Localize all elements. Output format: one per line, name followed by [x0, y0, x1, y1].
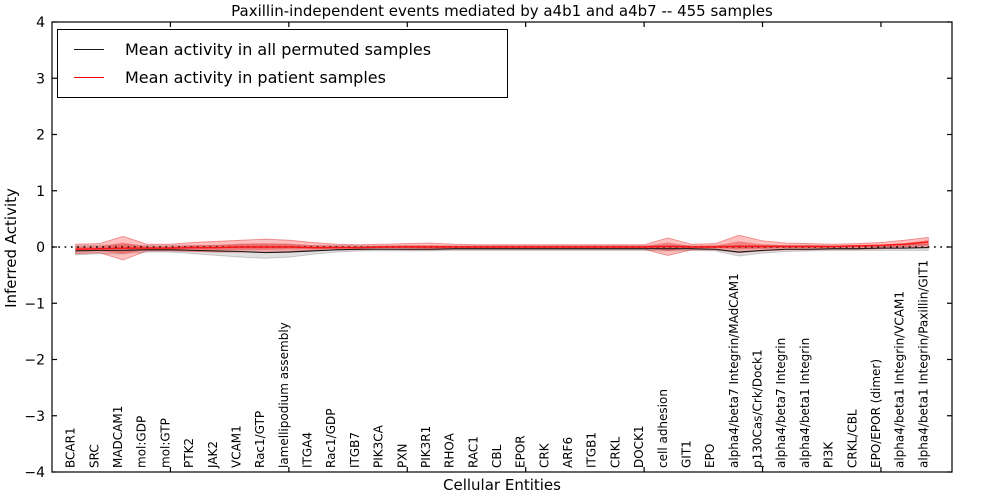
x-tick-label: alpha4/beta7 Integrin/MAdCAM1 — [727, 273, 741, 468]
y-tick-label: −1 — [24, 296, 45, 312]
x-tick-label: lamellipodium assembly — [277, 322, 291, 468]
y-tick-label: 3 — [36, 71, 45, 87]
y-tick-label: −4 — [24, 465, 45, 481]
x-tick-label: alpha4/beta1 Integrin — [798, 338, 812, 468]
patient-mean-line — [75, 241, 929, 250]
x-tick-label: GIT1 — [679, 440, 693, 468]
x-tick-label: EPO/EPOR (dimer) — [869, 359, 883, 468]
y-tick-label: 1 — [36, 184, 45, 200]
y-tick-label: 4 — [36, 15, 45, 31]
x-tick-label: PIK3CA — [372, 424, 386, 468]
x-tick-label: RHOA — [443, 432, 457, 468]
x-tick-label: EPO — [703, 444, 717, 468]
x-tick-label: CRKL/CBL — [845, 409, 859, 468]
x-tick-label: PXN — [395, 444, 409, 468]
x-tick-label: EPOR — [514, 435, 528, 468]
x-tick-label: mol:GTP — [158, 418, 172, 468]
y-tick-label: −2 — [24, 353, 45, 369]
x-tick-label: CRK — [537, 442, 551, 468]
legend-label-patient: Mean activity in patient samples — [125, 68, 386, 87]
legend-label-permuted: Mean activity in all permuted samples — [125, 40, 432, 59]
x-tick-label: Rac1/GDP — [324, 409, 338, 468]
legend-item-patient: Mean activity in patient samples — [58, 68, 507, 87]
x-axis-label: Cellular Entities — [443, 476, 561, 494]
y-tick-label: 0 — [36, 240, 45, 256]
x-tick-label: CBL — [490, 444, 504, 468]
x-tick-label: BCAR1 — [64, 427, 78, 468]
x-tick-label: PIK3R1 — [419, 426, 433, 468]
x-tick-label: mol:GDP — [135, 416, 149, 468]
x-tick-label: SRC — [87, 444, 101, 468]
x-tick-label: MADCAM1 — [111, 406, 125, 468]
chart-title: Paxillin-independent events mediated by … — [231, 2, 773, 20]
x-tick-label: ITGA4 — [301, 432, 315, 468]
y-axis-label: Inferred Activity — [2, 188, 20, 308]
legend-item-permuted: Mean activity in all permuted samples — [58, 40, 507, 59]
x-tick-label: VCAM1 — [229, 425, 243, 468]
x-tick-label: RAC1 — [466, 436, 480, 468]
y-tick-label: 2 — [36, 128, 45, 144]
x-tick-label: cell adhesion — [656, 389, 670, 468]
x-tick-label: alpha4/beta1 Integrin/VCAM1 — [893, 291, 907, 468]
x-tick-label: PTK2 — [182, 438, 196, 468]
x-tick-label: JAK2 — [206, 441, 220, 469]
x-tick-label: CRKL — [608, 436, 622, 468]
x-tick-label: Rac1/GTP — [253, 411, 267, 468]
permuted-line-sample-icon — [74, 49, 104, 50]
x-tick-label: ITGB7 — [348, 432, 362, 468]
x-tick-label: alpha4/beta1 Integrin/Paxillin/GIT1 — [916, 260, 930, 468]
x-tick-label: ITGB1 — [585, 432, 599, 468]
y-tick-label: −3 — [24, 409, 45, 425]
patient-line-sample-icon — [74, 77, 104, 78]
x-tick-label: alpha4/beta7 Integrin — [774, 338, 788, 468]
x-tick-label: DOCK1 — [632, 425, 646, 468]
legend-box: Mean activity in all permuted samples Me… — [57, 29, 508, 98]
x-tick-label: PI3K — [822, 441, 836, 468]
permuted-mean-line — [75, 247, 929, 254]
x-tick-label: ARF6 — [561, 437, 575, 468]
x-tick-label: p130Cas/Crk/Dock1 — [751, 349, 765, 468]
